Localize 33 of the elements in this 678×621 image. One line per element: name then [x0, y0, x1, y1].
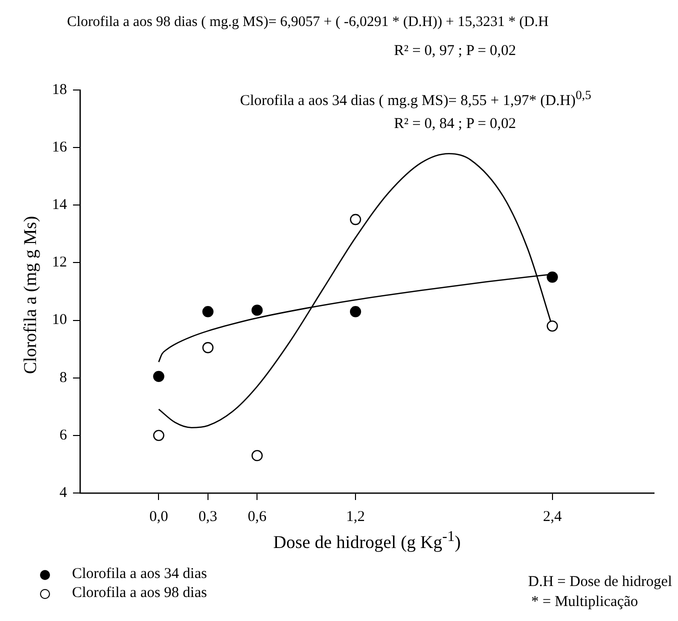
legend-label: Clorofila a aos 34 dias [72, 566, 207, 583]
legend-label: Clorofila a aos 98 dias [72, 585, 207, 602]
point [350, 306, 362, 318]
x-tick-label: 0,6 [248, 508, 267, 525]
text: R² = 0, 97 ; P = 0,02 [394, 42, 516, 60]
x-axis-title: Dose de hidrogel (g Kg$^{-1}$) [273, 528, 461, 552]
y-axis-title: Clorofila a (mg g Ms) [20, 216, 40, 374]
y-tick-label: 4 [60, 484, 68, 501]
x-tick-label: 1,2 [346, 508, 365, 525]
y-tick-label: 6 [60, 427, 68, 444]
y-tick-label: 10 [52, 312, 67, 328]
point [546, 272, 558, 283]
text: Clorofila a aos 98 dias ( mg.g MS)= 6,9057 + ( -6,0291 * (D.H)) + 15,3231 * (D.H [67, 13, 549, 31]
point [153, 370, 164, 382]
y-tick-label: 14 [52, 197, 68, 214]
point [252, 304, 263, 316]
y-tick-label: 8 [60, 370, 67, 386]
point [153, 430, 164, 442]
y-tick-label: 12 [52, 254, 67, 271]
x-tick-label: 0,0 [149, 508, 168, 525]
y-tick-label: 18 [52, 82, 67, 98]
point [202, 342, 214, 354]
x-tick-label: 2,4 [542, 508, 562, 525]
annotation: R² = 0, 84 ; P = 0,02 [394, 115, 516, 133]
point [252, 450, 263, 462]
text: * = Multiplicação [531, 593, 638, 611]
annotation: Clorofila a aos 34 dias ( mg.g MS)= 8,55 + 1,97* (D.H)$^{0,5}$ [240, 87, 592, 110]
point [350, 214, 362, 226]
y-tick-label: 16 [52, 140, 68, 156]
point [546, 320, 558, 332]
point [202, 306, 214, 318]
x-tick-label: 0,3 [198, 508, 218, 525]
text: D.H = Dose de hidrogel [528, 573, 672, 591]
